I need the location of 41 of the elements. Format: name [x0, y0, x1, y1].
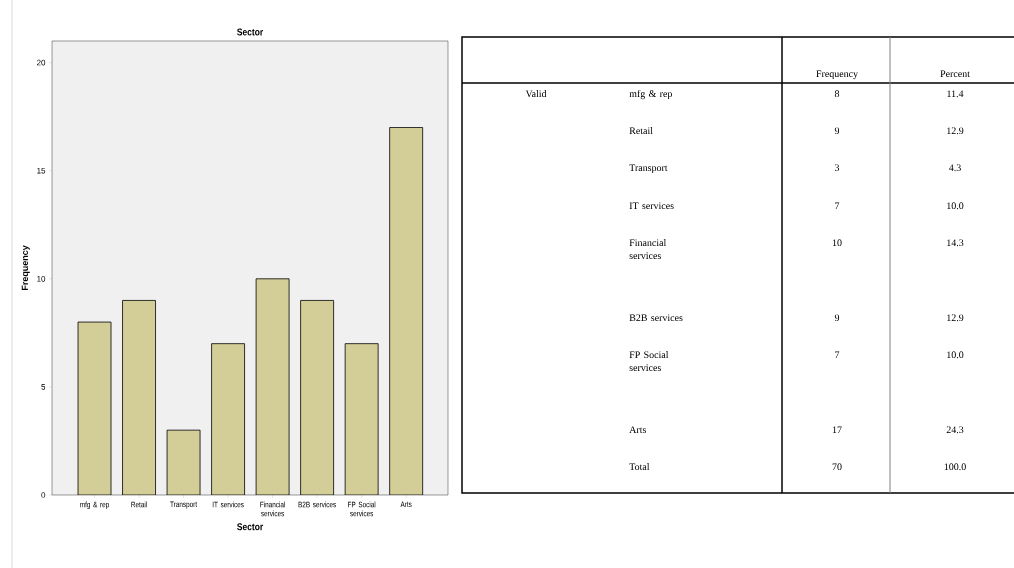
- bar: [122, 300, 156, 495]
- category-label: Financial services: [629, 239, 667, 260]
- bar: [300, 300, 334, 495]
- data-label: 14.3: [947, 239, 964, 247]
- category-label: mfg & rep: [629, 89, 672, 100]
- data-label: 8: [834, 90, 840, 98]
- text: Percent: [940, 70, 970, 78]
- category-label: Total: [629, 463, 650, 471]
- bar: [389, 127, 424, 495]
- chart-title: Sector: [237, 28, 264, 36]
- category-label: IT services: [629, 202, 674, 210]
- data-label: 7: [835, 351, 840, 358]
- data-label: 12.9: [947, 127, 964, 135]
- bar: [78, 322, 112, 495]
- category-label: FP Social services: [629, 351, 669, 372]
- y-axis-title: Frequency: [21, 245, 30, 291]
- data-label: 9: [834, 127, 840, 135]
- bar: [345, 343, 379, 495]
- category-label: Arts: [629, 426, 646, 434]
- x-axis-title: Sector: [237, 523, 264, 531]
- text: Valid: [525, 90, 547, 98]
- data-label: 11.4: [947, 90, 964, 98]
- category-label: Retail: [629, 127, 653, 135]
- category-label: Transport: [629, 164, 668, 174]
- data-label: 10: [832, 239, 842, 247]
- data-label: 10.0: [947, 202, 964, 210]
- data-label: 12.9: [947, 314, 964, 322]
- text: Frequency: [816, 70, 859, 80]
- data-label: 3: [835, 164, 840, 172]
- data-label: 24.3: [946, 426, 964, 434]
- data-label: 10.0: [947, 351, 964, 359]
- bar: [211, 343, 245, 495]
- data-label: 70: [832, 463, 842, 471]
- bar: [256, 278, 290, 495]
- data-label: 100.0: [944, 463, 966, 471]
- data-label: 17: [832, 426, 842, 433]
- bar: [167, 430, 201, 495]
- data-label: 4.3: [948, 164, 961, 172]
- category-label: B2B services: [629, 314, 683, 322]
- data-label: 9: [834, 314, 840, 322]
- data-label: 7: [835, 202, 840, 209]
